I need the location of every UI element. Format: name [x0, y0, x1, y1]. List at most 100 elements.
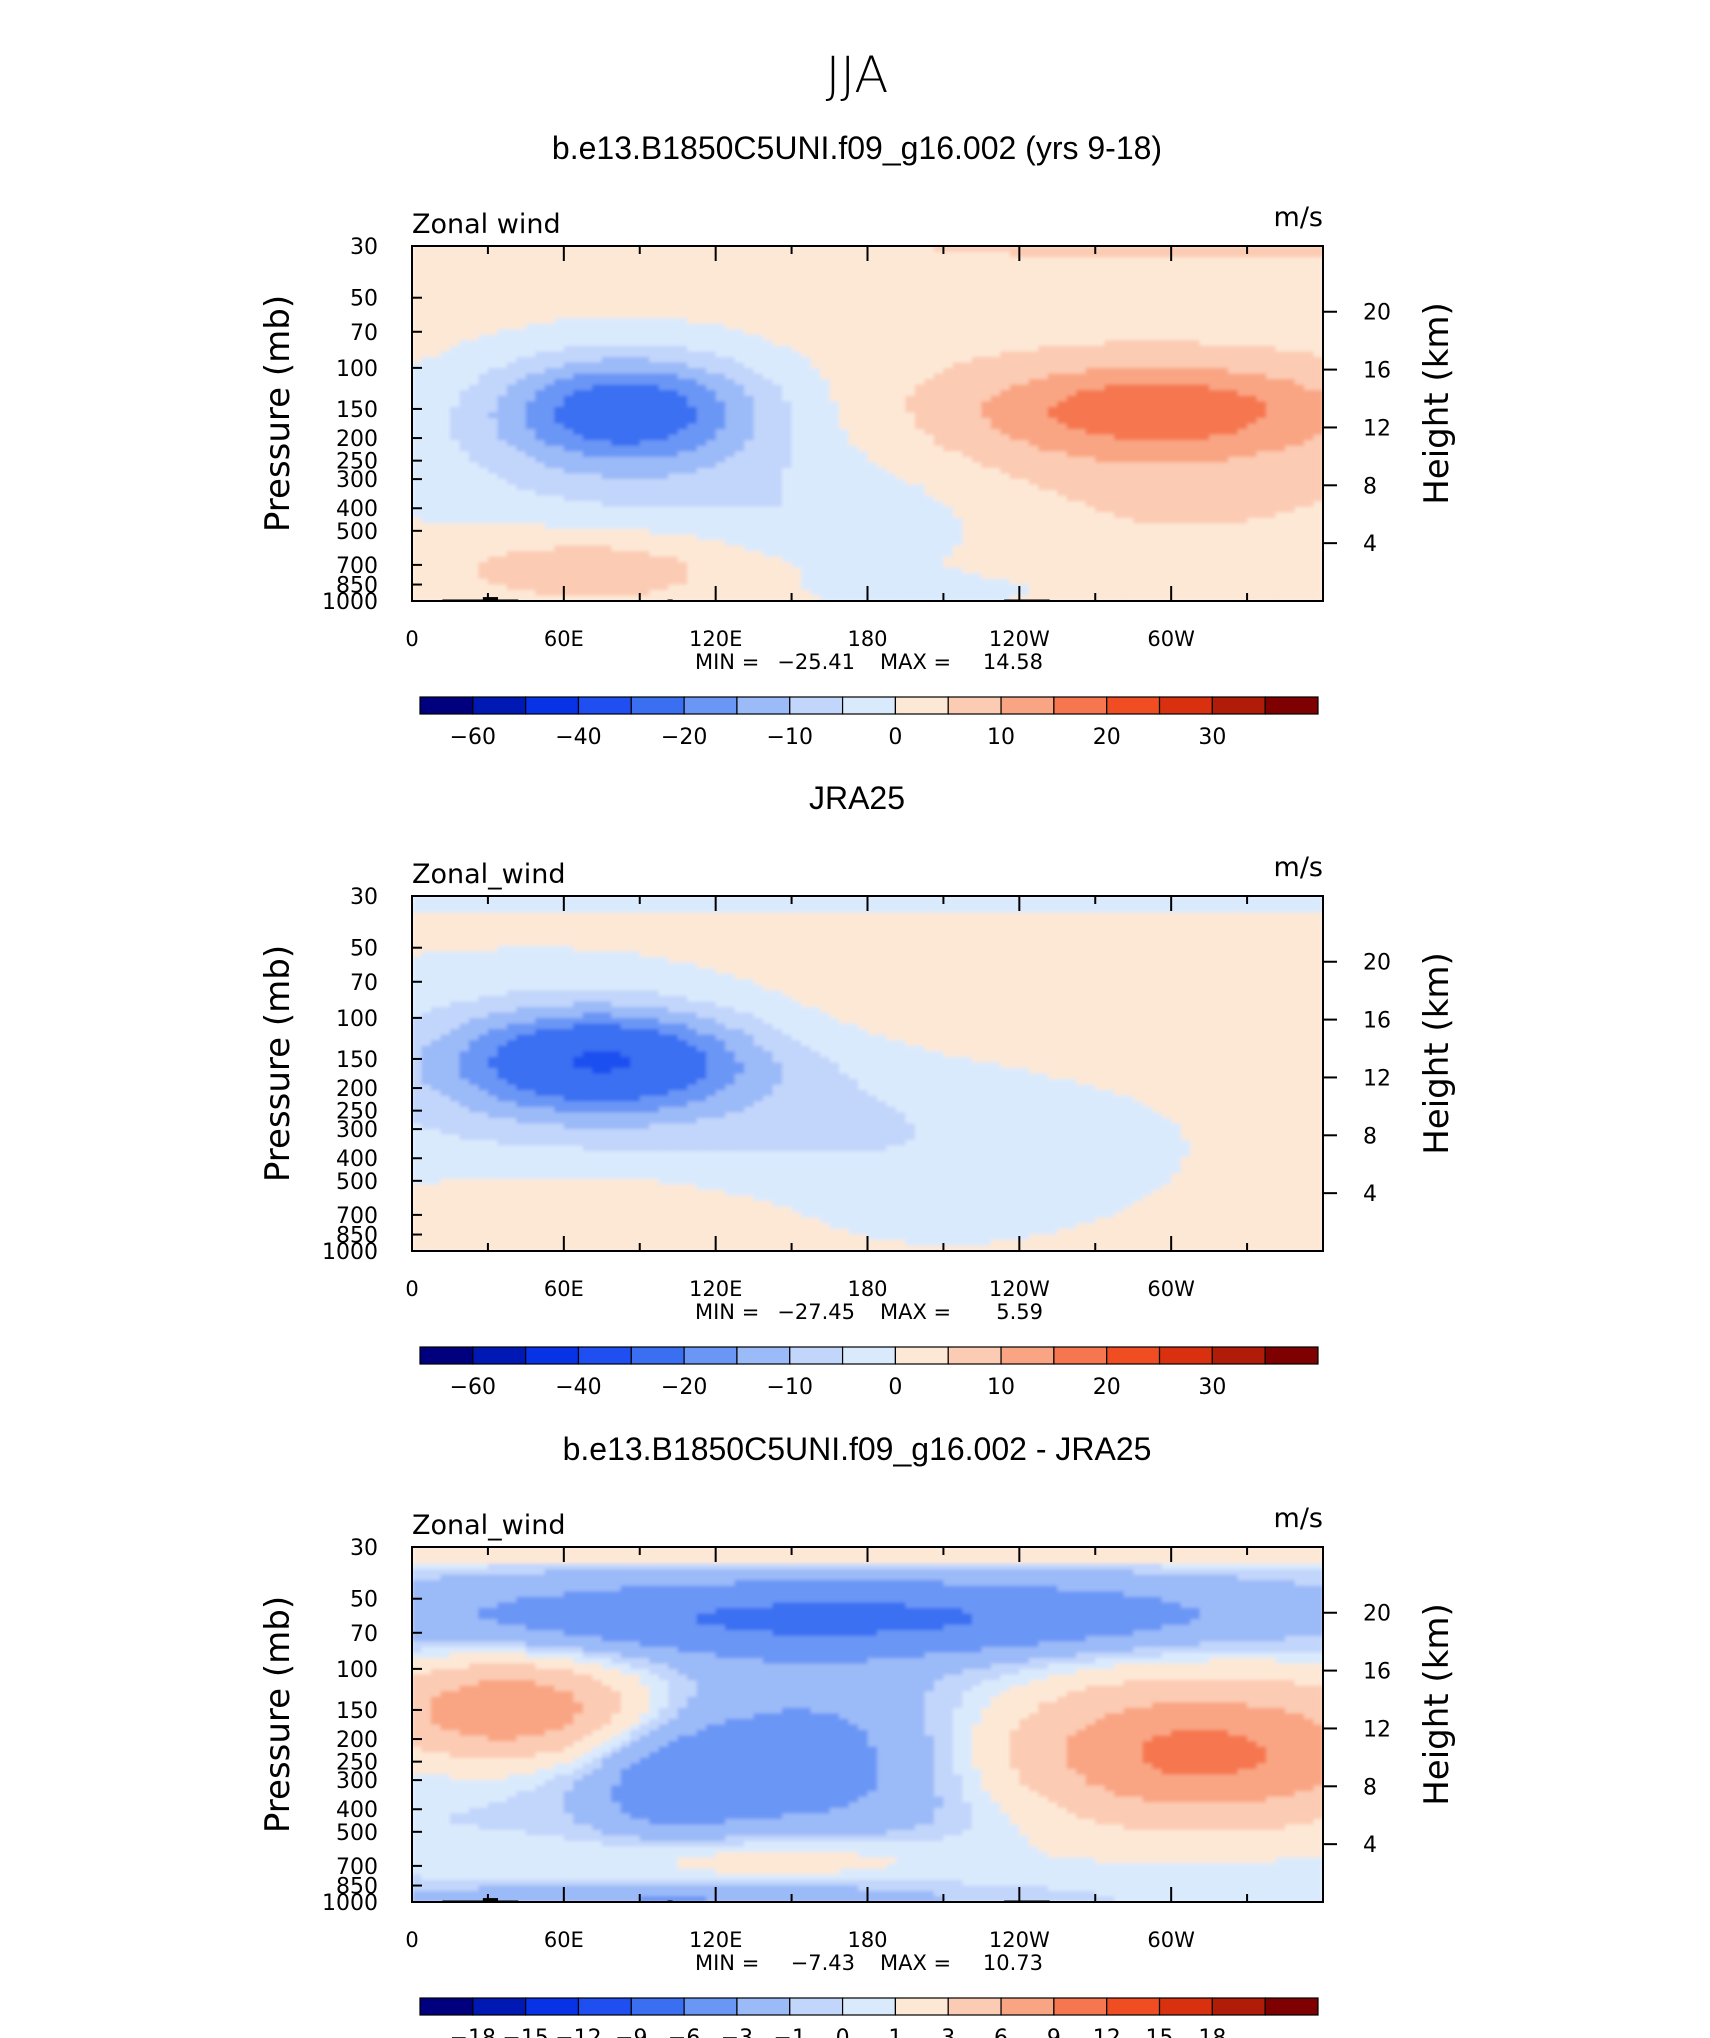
colorbar-box [1000, 696, 1055, 715]
y-tick-label: 100 [336, 357, 378, 382]
colorbar-box [683, 696, 738, 715]
colorbar-label: 20 [1093, 725, 1121, 750]
colorbar-box [789, 1346, 844, 1365]
colorbar-label: 20 [1093, 1375, 1121, 1400]
contour-field [412, 1547, 1324, 1903]
x-tick-label: 60E [544, 1277, 584, 1301]
colorbar-label: −10 [767, 725, 813, 750]
colorbar-box [736, 696, 791, 715]
colorbar-box [1158, 1997, 1213, 2016]
y-axis-title-right: Height (km) [1417, 1603, 1457, 1806]
colorbar-box [1264, 1997, 1319, 2016]
colorbar-box [736, 1346, 791, 1365]
min-label: MIN = [695, 1300, 759, 1324]
colorbar-label: 10 [987, 1375, 1015, 1400]
x-tick-label: 60E [544, 627, 584, 651]
colorbar: −60 −40 −20 −10 0 10 20 30 [419, 696, 1319, 750]
y-tick-label: 100 [336, 1658, 378, 1683]
colorbar-box [525, 696, 580, 715]
colorbar-label: 6 [994, 2026, 1008, 2038]
y-axis-title: Pressure (mb) [258, 295, 298, 532]
max-value: 5.59 [996, 1300, 1043, 1324]
colorbar: −60 −40 −20 −10 0 10 20 30 [419, 1346, 1319, 1400]
chart-panel-2: 0 60E 120E 180 120W 60W3050701001502002503004… [258, 780, 1457, 1400]
max-value: 10.73 [983, 1951, 1043, 1975]
colorbar-box [1158, 696, 1213, 715]
height-tick-label: 16 [1363, 359, 1391, 384]
colorbar-box [841, 1997, 897, 2016]
colorbar-box [1264, 696, 1319, 715]
x-tick-label: 0 [405, 1277, 418, 1301]
units-label: m/s [1274, 1503, 1323, 1534]
y-tick-label: 250 [336, 1751, 378, 1776]
colorbar-label: 30 [1198, 725, 1226, 750]
colorbar-label: 0 [888, 1375, 902, 1400]
colorbar-label: −10 [767, 1375, 813, 1400]
y-tick-label: 50 [350, 1588, 378, 1613]
max-label: MAX = [880, 1300, 951, 1324]
colorbar-box [525, 1997, 580, 2016]
page-title: JJA [826, 46, 889, 104]
x-tick-label: 60W [1147, 1928, 1195, 1952]
y-axis-title: Pressure (mb) [258, 1596, 298, 1833]
y-tick-label: 500 [336, 1170, 378, 1195]
colorbar-label: 18 [1198, 2026, 1226, 2038]
y-tick-label: 250 [336, 450, 378, 475]
colorbar-label: −18 [450, 2026, 496, 2038]
y-tick-label: 70 [350, 1622, 378, 1647]
x-tick-label: 60E [544, 1928, 584, 1952]
y-tick-label: 150 [336, 1699, 378, 1724]
x-tick-label: 180 [847, 627, 887, 651]
contour-field [412, 246, 1324, 602]
x-tick-label: 120E [689, 1928, 742, 1952]
variable-label: Zonal wind [412, 209, 561, 240]
height-tick-label: 16 [1363, 1660, 1391, 1685]
height-tick-label: 8 [1363, 474, 1377, 499]
colorbar-box [577, 1346, 632, 1365]
x-tick-label: 0 [405, 627, 418, 651]
colorbar-label: −6 [668, 2026, 700, 2038]
y-tick-label: 700 [336, 1855, 378, 1880]
panel-title: b.e13.B1850C5UNI.f09_g16.002 - JRA25 [563, 1431, 1152, 1467]
y-tick-label: 850 [336, 574, 378, 599]
colorbar-label: −40 [555, 725, 601, 750]
y-tick-label: 1000 [322, 590, 378, 615]
x-tick-label: 120W [989, 1277, 1050, 1301]
y-tick-label: 850 [336, 1875, 378, 1900]
colorbar-box [841, 696, 897, 715]
height-tick-label: 16 [1363, 1009, 1391, 1034]
colorbar-box [1053, 696, 1108, 715]
y-tick-label: 30 [350, 885, 378, 910]
colorbar-box [1211, 1346, 1266, 1365]
min-label: MIN = [695, 650, 759, 674]
colorbar-box [736, 1997, 791, 2016]
height-tick-label: 12 [1363, 1066, 1391, 1091]
y-tick-label: 700 [336, 1204, 378, 1229]
colorbar-box [1211, 696, 1266, 715]
x-tick-label: 120E [689, 627, 742, 651]
y-tick-label: 400 [336, 1147, 378, 1172]
y-axis-title: Pressure (mb) [258, 945, 298, 1182]
height-tick-label: 4 [1363, 1833, 1377, 1858]
colorbar-box [525, 1346, 580, 1365]
x-tick-label: 120E [689, 1277, 742, 1301]
height-tick-label: 20 [1363, 1602, 1391, 1627]
colorbar-box [630, 1346, 685, 1365]
colorbar-box [1264, 1346, 1319, 1365]
colorbar-box [419, 1346, 474, 1365]
y-tick-label: 150 [336, 1048, 378, 1073]
y-tick-label: 500 [336, 520, 378, 545]
colorbar-label: 30 [1198, 1375, 1226, 1400]
colorbar-box [947, 1346, 1002, 1365]
y-tick-label: 200 [336, 1728, 378, 1753]
y-tick-label: 300 [336, 1118, 378, 1143]
y-tick-label: 1000 [322, 1891, 378, 1916]
colorbar-label: 12 [1093, 2026, 1121, 2038]
colorbar-label: −40 [555, 1375, 601, 1400]
colorbar-label: −20 [661, 1375, 707, 1400]
min-value: −7.43 [791, 1951, 855, 1975]
y-tick-label: 700 [336, 554, 378, 579]
colorbar-label: 9 [1047, 2026, 1061, 2038]
colorbar-label: 0 [888, 725, 902, 750]
colorbar-label: −12 [555, 2026, 601, 2038]
